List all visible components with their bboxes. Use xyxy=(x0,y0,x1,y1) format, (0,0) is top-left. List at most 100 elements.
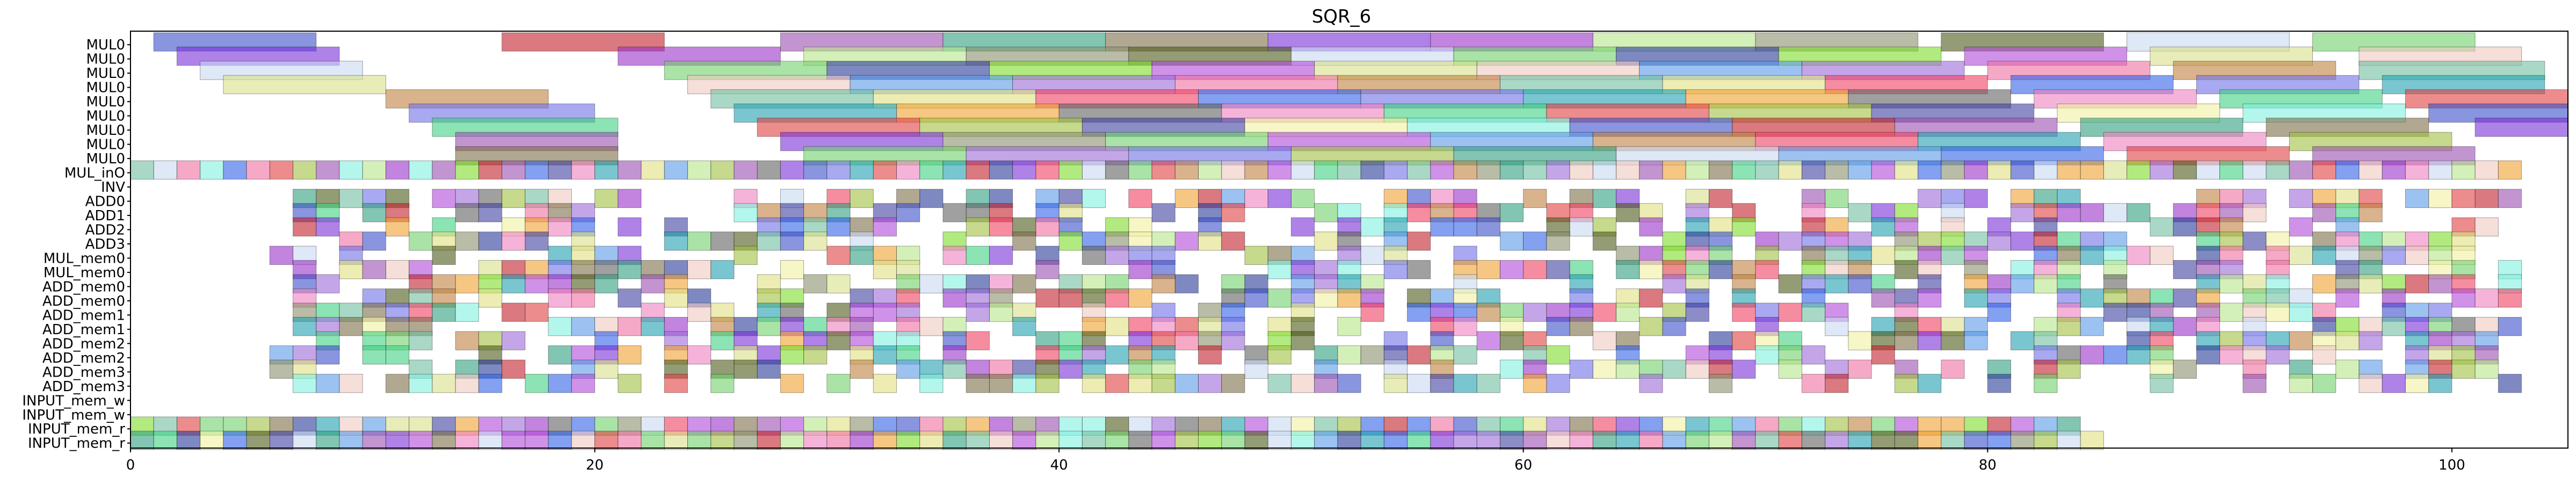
op-block xyxy=(339,430,363,450)
op-block xyxy=(966,246,990,265)
op-block xyxy=(1035,260,1060,279)
op-block xyxy=(1732,217,1756,237)
op-block xyxy=(2034,274,2058,293)
op-block xyxy=(1848,203,1872,222)
op-block xyxy=(548,430,572,450)
op-block xyxy=(618,316,642,336)
op-block xyxy=(2498,160,2522,180)
op-block xyxy=(1918,289,1942,308)
op-block xyxy=(2080,203,2104,222)
op-block xyxy=(1569,217,1593,237)
row-label: ADD_mem0 xyxy=(42,293,125,309)
op-block xyxy=(2080,430,2104,450)
op-block xyxy=(1267,345,1291,365)
op-block xyxy=(966,217,990,237)
op-block xyxy=(1639,260,1663,279)
op-block xyxy=(1290,373,1315,393)
op-block xyxy=(1198,160,1222,180)
op-block xyxy=(1105,289,1129,308)
op-block xyxy=(896,203,920,222)
op-block xyxy=(2428,373,2452,393)
op-block xyxy=(1105,246,1129,265)
op-block xyxy=(1755,345,1779,365)
op-block xyxy=(850,246,874,265)
op-block xyxy=(919,430,944,450)
op-block xyxy=(1012,160,1036,180)
op-block xyxy=(176,160,201,180)
op-block xyxy=(1476,430,1500,450)
op-block xyxy=(1685,430,1710,450)
op-block xyxy=(2057,316,2081,336)
op-block xyxy=(710,430,735,450)
op-block xyxy=(223,160,247,180)
op-block xyxy=(1546,316,1570,336)
op-block xyxy=(734,430,758,450)
op-block xyxy=(1105,345,1129,365)
op-block xyxy=(1430,160,1454,180)
op-block xyxy=(2057,430,2081,450)
op-block xyxy=(502,189,526,208)
op-block xyxy=(1128,189,1152,208)
op-block xyxy=(525,160,549,180)
op-block xyxy=(2382,160,2406,180)
chart-title: SQR_6 xyxy=(1312,6,1372,27)
op-block xyxy=(641,430,665,450)
op-block xyxy=(664,289,688,308)
op-block xyxy=(1801,160,1826,180)
op-block xyxy=(293,430,317,450)
op-block xyxy=(826,246,851,265)
op-block xyxy=(269,430,294,450)
op-block xyxy=(1082,430,1106,450)
op-block xyxy=(1801,430,1826,450)
op-block xyxy=(432,430,456,450)
op-block xyxy=(826,217,851,237)
op-block xyxy=(1825,160,1849,180)
op-block xyxy=(710,232,735,251)
op-block xyxy=(803,160,828,180)
op-block xyxy=(2266,345,2290,365)
op-block xyxy=(687,302,712,322)
op-block xyxy=(1546,160,1570,180)
op-block xyxy=(1105,316,1129,336)
op-block xyxy=(2266,160,2290,180)
op-block xyxy=(2359,203,2383,222)
op-block xyxy=(826,331,851,350)
op-block xyxy=(1128,289,1152,308)
op-block xyxy=(594,189,619,208)
op-block xyxy=(1174,274,1199,293)
op-block xyxy=(1314,232,1338,251)
op-block xyxy=(1058,359,1083,379)
op-block xyxy=(1801,345,1826,365)
op-block xyxy=(1755,160,1779,180)
op-block xyxy=(1221,373,1245,393)
op-block xyxy=(1128,373,1152,393)
op-block xyxy=(710,331,735,350)
op-block xyxy=(2451,359,2476,379)
op-block xyxy=(1778,160,1802,180)
op-block xyxy=(1894,331,1919,350)
op-block xyxy=(571,160,596,180)
op-block xyxy=(2289,246,2313,265)
op-block xyxy=(780,160,804,180)
op-block xyxy=(687,160,712,180)
op-block xyxy=(1918,189,1942,208)
op-block xyxy=(548,345,572,365)
op-block xyxy=(1198,430,1222,450)
op-block xyxy=(1941,359,1965,379)
op-block xyxy=(478,289,503,308)
op-block xyxy=(1918,430,1942,450)
op-block xyxy=(1221,430,1245,450)
op-block xyxy=(2405,373,2429,393)
op-block xyxy=(2498,189,2522,208)
op-block xyxy=(919,316,944,336)
op-block xyxy=(2289,189,2313,208)
op-block xyxy=(1290,189,1315,208)
op-block xyxy=(1848,331,1872,350)
op-block xyxy=(478,430,503,450)
op-block xyxy=(478,373,503,393)
op-block xyxy=(1732,331,1756,350)
op-block xyxy=(687,232,712,251)
op-block xyxy=(618,289,642,308)
op-block xyxy=(1012,373,1036,393)
